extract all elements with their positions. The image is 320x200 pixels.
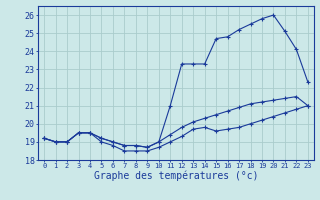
X-axis label: Graphe des températures (°c): Graphe des températures (°c) — [94, 171, 258, 181]
